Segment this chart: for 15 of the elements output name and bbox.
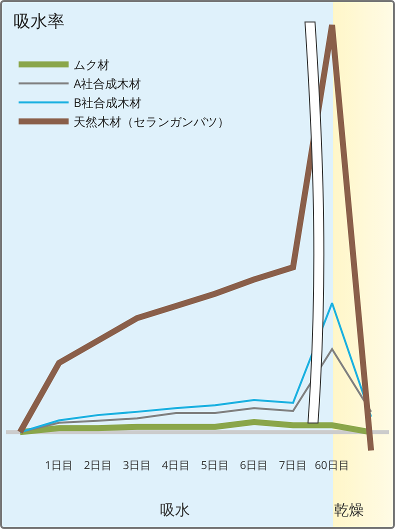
x-tick-label: 2日目 [84,458,112,473]
x-tick-label: 6日目 [240,458,268,473]
legend-label: B社合成木材 [74,94,142,112]
x-tick-label: 7日目 [278,458,308,473]
legend-label: ムク材 [74,56,110,74]
text: 乾燥 [334,500,364,520]
legend-label: 天然木材（セランガンバツ） [74,113,230,130]
x-tick-label: 4日目 [162,458,190,473]
x-tick-label: 3日目 [122,458,152,473]
x-tick-label: 5日目 [200,458,230,473]
legend-label: A社合成木材 [74,75,142,92]
x-tick-label: 1日目 [44,458,74,473]
chart-title: 吸水率 [14,9,65,32]
x-tick-label: 60日目 [314,458,350,473]
text: 吸水 [160,500,190,520]
